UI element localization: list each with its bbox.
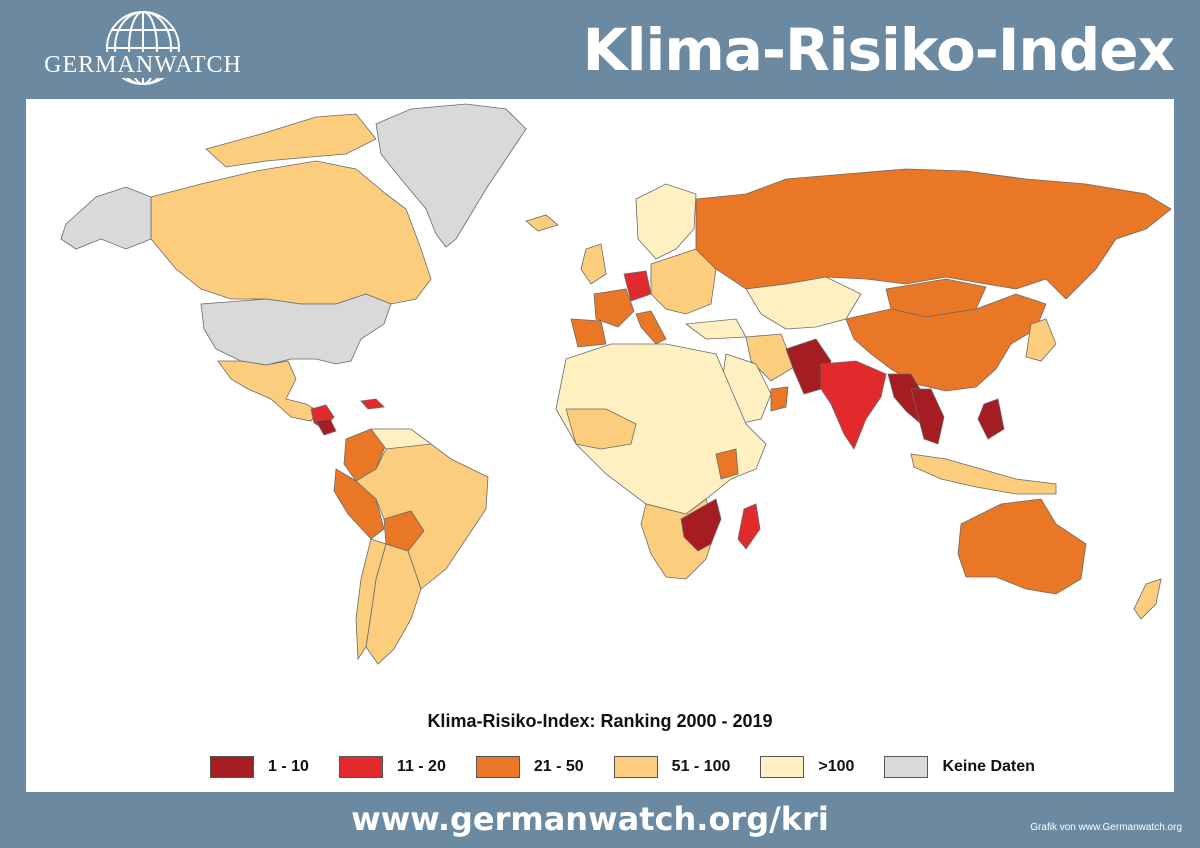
country-honduras	[315, 418, 337, 436]
legend-swatch	[210, 756, 254, 778]
legend-item-no-data: Keine Daten	[884, 756, 1035, 778]
country-oman	[770, 386, 789, 412]
country-philippines	[977, 398, 1005, 440]
legend-title: Klima-Risiko-Index: Ranking 2000 - 2019	[427, 711, 773, 731]
country-new-zealand	[1133, 578, 1162, 620]
country-madagascar	[737, 503, 761, 550]
country-kenya	[715, 448, 739, 480]
legend-swatch	[338, 756, 383, 778]
legend-label: 1 - 10	[268, 758, 309, 775]
map-legend: 1 - 10 11 - 20 21 - 50 51 - 100 >100 Kei…	[210, 754, 1065, 780]
country-china	[845, 293, 1047, 392]
country-chile	[355, 538, 387, 661]
country-canada-islands	[205, 113, 377, 168]
country-iran	[745, 333, 795, 382]
legend-swatch	[884, 756, 929, 778]
country-usa	[200, 293, 392, 366]
legend-swatch	[613, 756, 658, 778]
legend-label: >100	[818, 758, 855, 775]
country-greenland	[375, 103, 527, 248]
logo-text: GERMANWATCH	[44, 52, 242, 78]
country-caribbean	[360, 398, 385, 410]
country-australia	[957, 498, 1087, 595]
world-map	[60, 103, 1172, 665]
globe-icon	[98, 11, 188, 85]
country-mexico	[217, 360, 319, 422]
legend-label: 51 - 100	[671, 758, 731, 775]
country-france	[593, 288, 635, 328]
germanwatch-logo: GERMANWATCH	[28, 8, 258, 94]
website-url[interactable]: www.germanwatch.org/kri	[351, 800, 829, 838]
country-north-africa	[555, 343, 767, 515]
country-scandinavia	[635, 183, 697, 260]
legend-item-1-10: 1 - 10	[210, 756, 309, 778]
legend-swatch	[475, 756, 520, 778]
country-japan	[1025, 318, 1057, 362]
graphic-credit: Grafik von www.Germanwatch.org	[1030, 822, 1182, 833]
country-russia	[695, 168, 1172, 300]
map-panel: Klima-Risiko-Index: Ranking 2000 - 2019 …	[26, 99, 1174, 792]
legend-label: 21 - 50	[533, 758, 584, 775]
country-mozambique-zimbabwe	[680, 498, 722, 552]
page-title: Klima-Risiko-Index	[582, 16, 1175, 84]
country-usa-alaska	[60, 186, 152, 250]
legend-label: Keine Daten	[942, 758, 1035, 775]
country-italy	[635, 310, 667, 345]
country-indochina	[910, 388, 945, 445]
legend-item-11-20: 11 - 20	[338, 756, 446, 778]
country-spain-portugal	[570, 318, 607, 348]
legend-label: 11 - 20	[396, 758, 446, 775]
legend-item-21-50: 21 - 50	[475, 756, 584, 778]
country-west-africa	[565, 408, 637, 450]
legend-item-51-100: 51 - 100	[613, 756, 731, 778]
legend-swatch	[760, 756, 805, 778]
country-iceland	[525, 214, 559, 232]
country-indonesia	[910, 453, 1057, 495]
country-india	[820, 360, 887, 450]
country-uk	[580, 243, 607, 285]
country-turkey	[684, 318, 747, 340]
country-canada	[150, 160, 432, 305]
legend-item-over-100: >100	[760, 756, 854, 778]
